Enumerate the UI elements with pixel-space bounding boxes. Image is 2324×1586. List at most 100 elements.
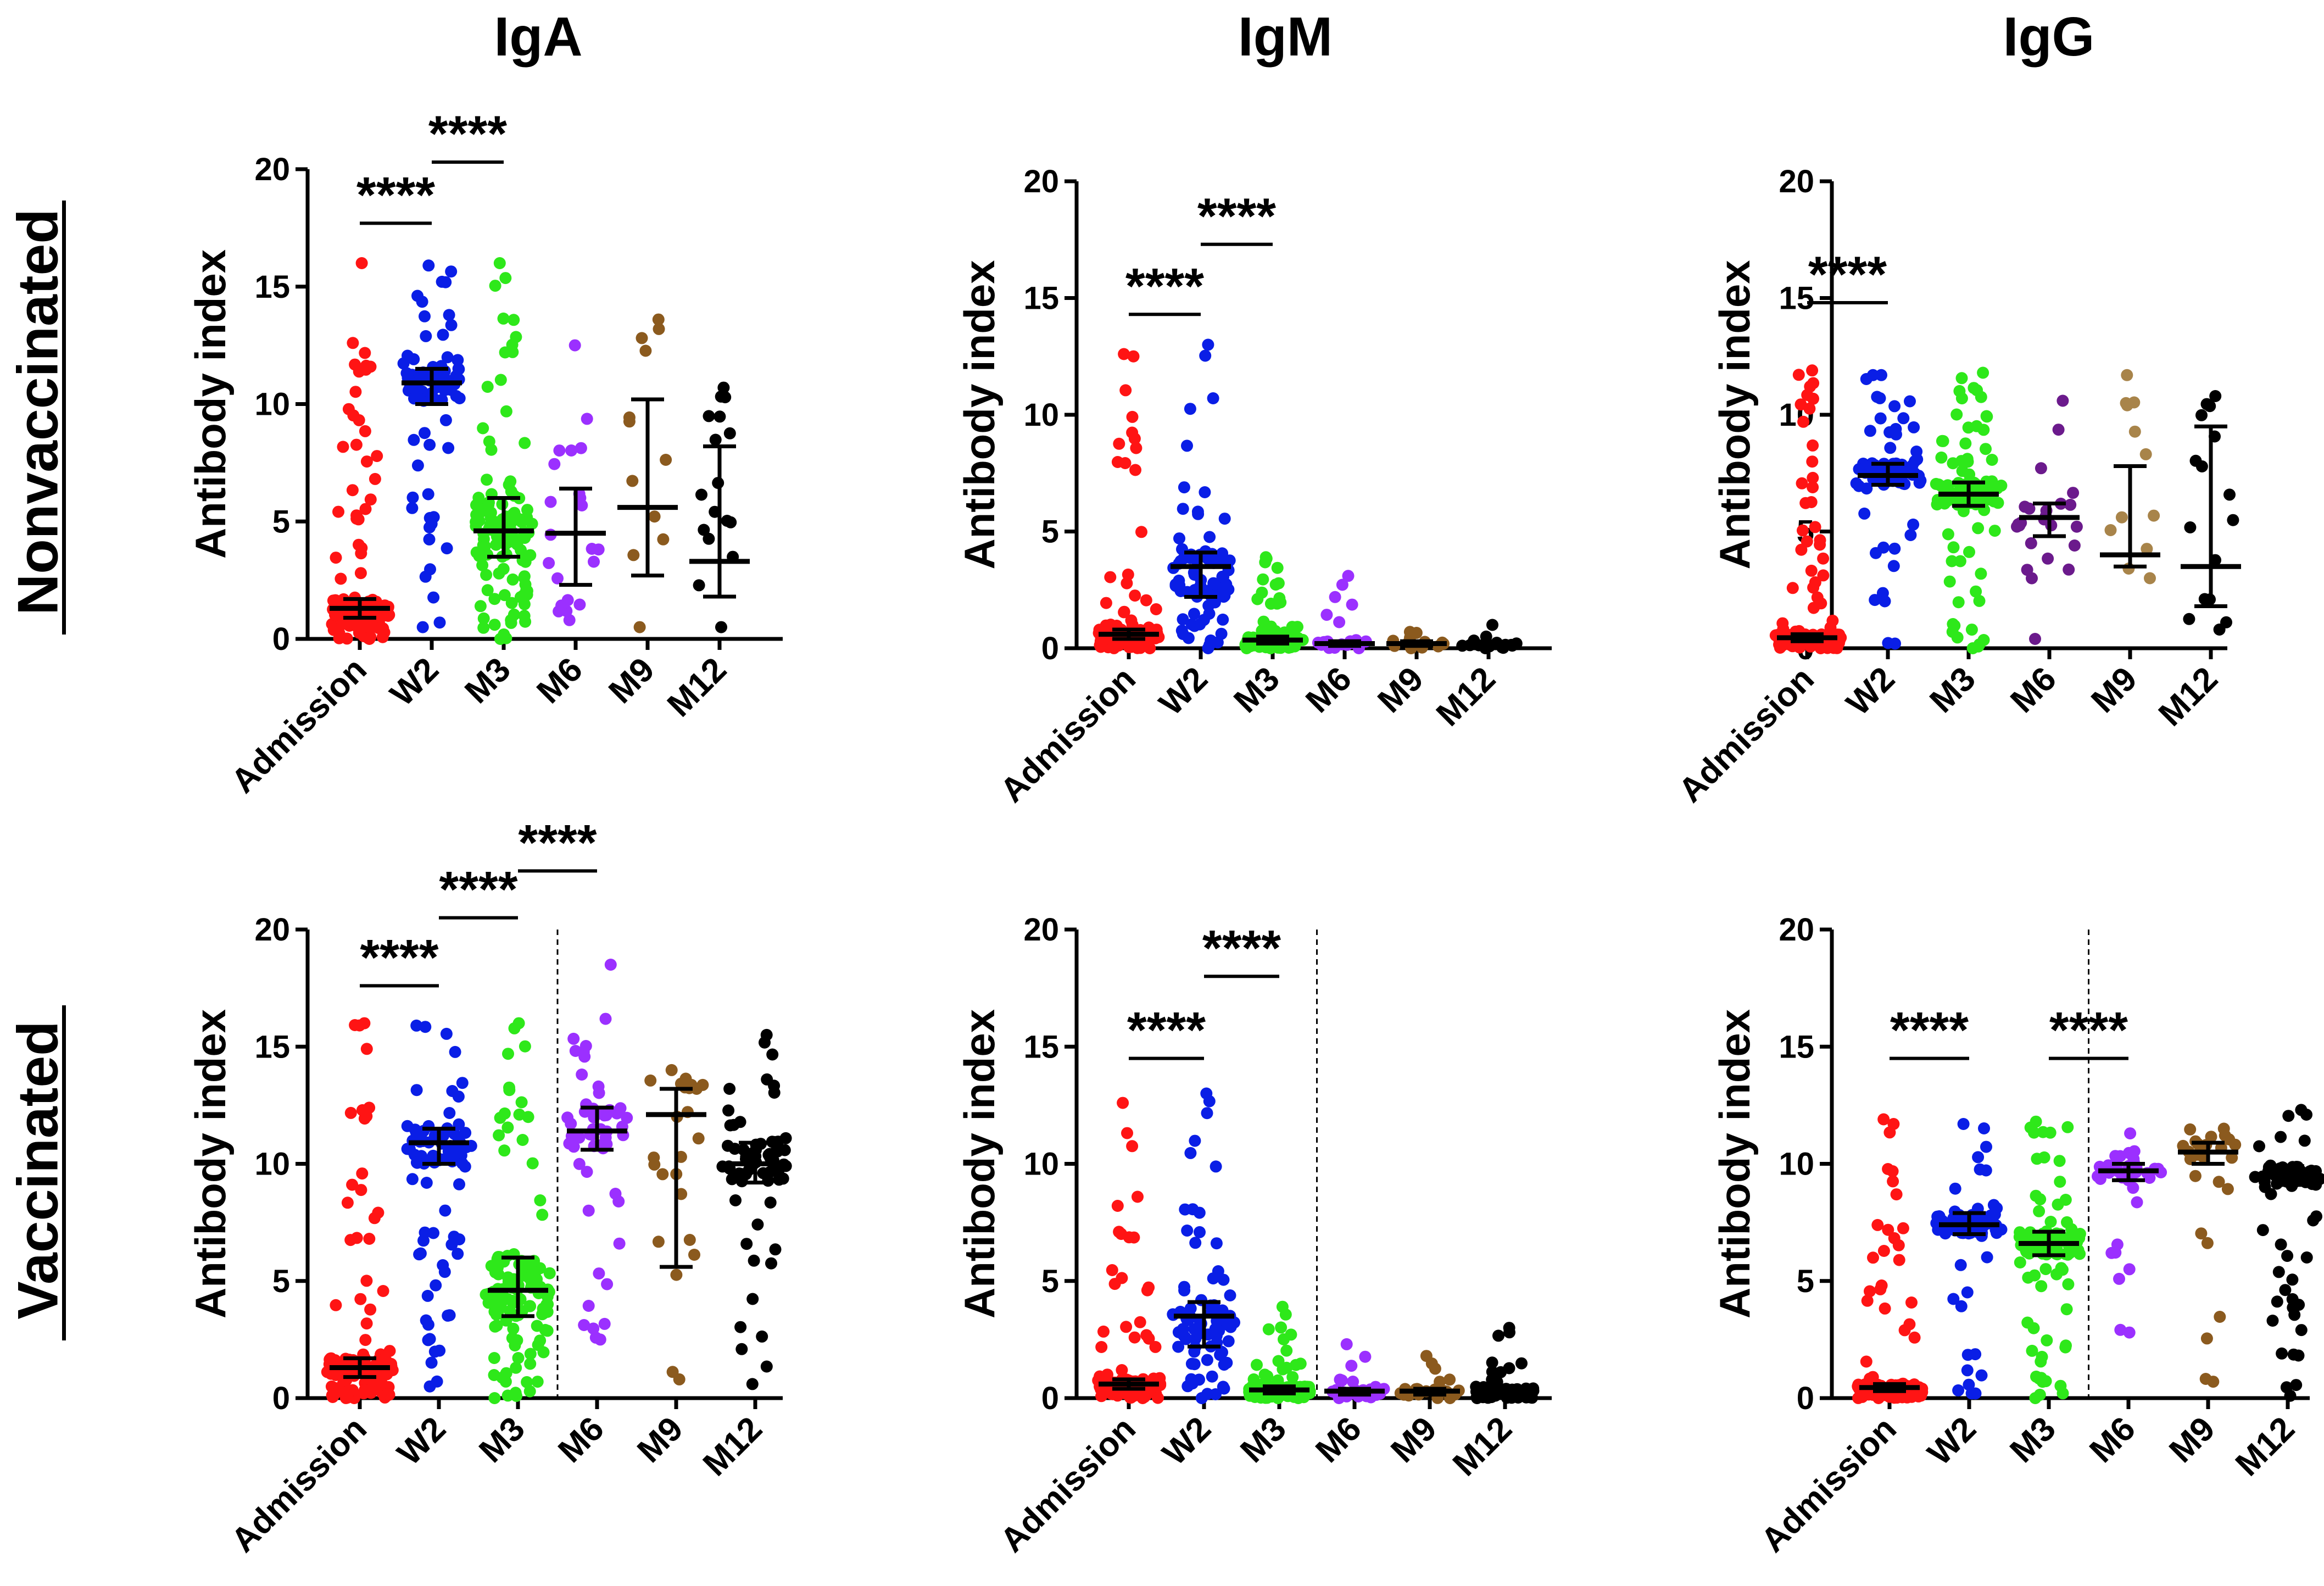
data-point [1959, 437, 1972, 450]
data-point [2054, 1176, 2066, 1188]
data-point [332, 505, 344, 518]
x-tick-label: M3 [458, 650, 518, 711]
data-point [2292, 1349, 2305, 1362]
data-point [2059, 1194, 2072, 1206]
data-point [372, 1206, 384, 1219]
data-point [1952, 1384, 1965, 1396]
data-point [355, 547, 367, 560]
data-point [356, 1167, 369, 1180]
data-point [2061, 1216, 2073, 1228]
data-point [477, 422, 489, 435]
data-point [419, 570, 432, 583]
data-point [413, 1248, 426, 1261]
significance-label: **** [360, 930, 438, 986]
data-point [1121, 1127, 1133, 1139]
data-point [1888, 542, 1901, 555]
median-bar-M3 [488, 1255, 548, 1318]
data-point [2200, 1332, 2213, 1345]
data-point [1792, 369, 1805, 381]
data-point [1189, 1134, 1201, 1147]
data-point [569, 339, 581, 352]
median-bar-W2 [402, 366, 462, 406]
data-point [1954, 1259, 1967, 1271]
data-point [1251, 1359, 1263, 1371]
data-point [472, 492, 485, 504]
data-point [364, 1303, 377, 1316]
data-point [507, 1322, 520, 1335]
data-point [1218, 1359, 1230, 1371]
data-point [493, 257, 506, 269]
data-point [1346, 598, 1358, 611]
data-point [359, 425, 371, 437]
data-point [1938, 497, 1951, 510]
data-point [1970, 420, 1983, 432]
data-point [346, 1178, 359, 1191]
data-point [1809, 576, 1821, 588]
data-point [445, 265, 458, 278]
data-point [1113, 1226, 1125, 1238]
data-point [1425, 1357, 1438, 1370]
points-M3 [470, 257, 538, 645]
data-point [1285, 1328, 1297, 1341]
data-point [1218, 1382, 1230, 1395]
data-point [1259, 556, 1272, 569]
median-bar-M3 [1249, 1384, 1309, 1395]
data-point [1988, 495, 2000, 508]
data-point [406, 491, 419, 504]
data-point [1974, 1163, 1986, 1176]
data-point [1888, 400, 1901, 413]
data-point [489, 1320, 501, 1333]
data-point [1191, 505, 1204, 518]
data-point [408, 353, 420, 365]
data-point [1864, 1285, 1876, 1298]
x-tick-label: W2 [1152, 660, 1215, 723]
data-point [430, 1279, 442, 1292]
data-point [1177, 628, 1189, 641]
data-point [1904, 395, 1916, 408]
median-bar-M3 [1938, 480, 1999, 508]
y-tick-label: 20 [254, 152, 290, 187]
x-tick-label: W2 [390, 1410, 453, 1473]
y-axis-label: Antibody index [1710, 260, 1759, 569]
data-point [2104, 524, 2117, 536]
data-point [565, 444, 578, 457]
data-point [428, 1345, 441, 1358]
data-point [639, 344, 652, 357]
median-bar-M9 [646, 1087, 706, 1269]
data-point [2272, 1266, 2285, 1278]
y-tick-label: 0 [1041, 631, 1059, 666]
data-point [1111, 1200, 1124, 1212]
data-point [766, 1048, 779, 1061]
data-point [1799, 497, 1812, 509]
data-point [1860, 1355, 1872, 1368]
data-point [553, 444, 566, 457]
data-point [1128, 1331, 1141, 1344]
data-point [497, 312, 510, 325]
data-point [621, 1111, 633, 1124]
data-point [644, 1074, 657, 1087]
median-bar-M9 [2100, 464, 2160, 569]
data-point [401, 1120, 414, 1132]
data-point [490, 1308, 503, 1321]
y-axis-label: Antibody index [186, 1009, 235, 1318]
data-point [497, 563, 510, 575]
data-point [675, 1188, 688, 1200]
data-point [1181, 1225, 1194, 1237]
data-point [1097, 1325, 1110, 1338]
data-point [769, 1243, 782, 1256]
data-point [360, 363, 372, 376]
y-tick-label: 20 [1779, 912, 1814, 948]
data-point [439, 414, 452, 426]
data-point [2195, 1227, 2208, 1240]
x-tick-label: Admission [224, 1410, 374, 1560]
data-point [2256, 1224, 2269, 1237]
data-point [2044, 1126, 2057, 1139]
data-point [636, 332, 648, 344]
data-point [537, 1346, 550, 1359]
x-tick-label: M12 [696, 1410, 770, 1483]
data-point [1864, 425, 1876, 437]
x-tick-label: M6 [530, 650, 590, 711]
data-point [2120, 397, 2132, 409]
data-point [567, 1032, 580, 1045]
data-point [1135, 526, 1147, 538]
